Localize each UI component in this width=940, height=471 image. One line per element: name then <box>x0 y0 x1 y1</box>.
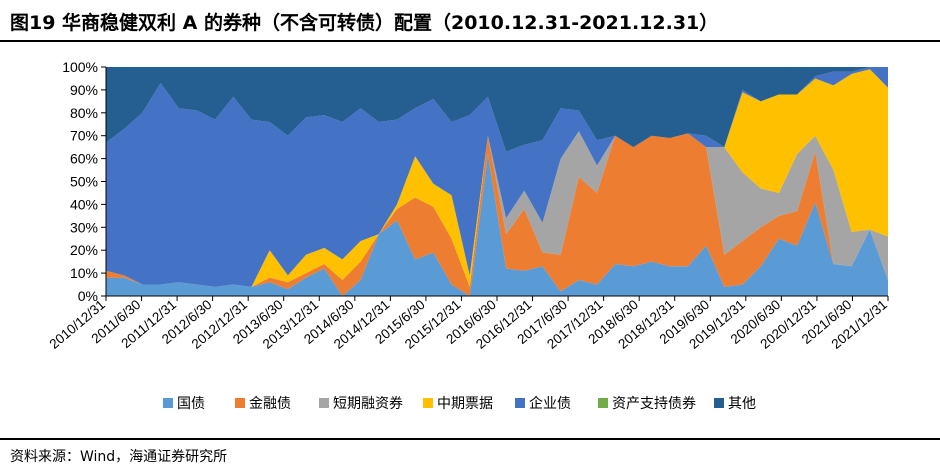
y-tick-label: 80% <box>70 105 98 121</box>
legend-swatch-3 <box>423 398 433 408</box>
title-bar: 图19 华商稳健双利 A 的券种（不含可转债）配置（2010.12.31-202… <box>0 0 940 40</box>
legend-label-0: 国债 <box>177 396 205 412</box>
chart-title: 图19 华商稳健双利 A 的券种（不含可转债）配置（2010.12.31-202… <box>10 12 719 34</box>
y-tick-label: 100% <box>62 59 98 75</box>
y-tick-label: 90% <box>70 82 98 98</box>
legend-swatch-1 <box>235 398 245 408</box>
y-tick-label: 20% <box>70 242 98 258</box>
y-tick-label: 40% <box>70 196 98 212</box>
legend-label-2: 短期融资券 <box>333 396 403 412</box>
legend-swatch-4 <box>515 398 525 408</box>
legend-swatch-0 <box>163 398 173 408</box>
legend-swatch-6 <box>714 398 724 408</box>
plot-areas <box>106 67 888 296</box>
stacked-area-chart: 0%10%20%30%40%50%60%70%80%90%100%2010/12… <box>47 59 890 412</box>
legend-label-3: 中期票据 <box>437 396 493 412</box>
area-series-3 <box>106 69 888 287</box>
area-series-6 <box>106 67 888 152</box>
y-tick-label: 70% <box>70 128 98 144</box>
area-series-2 <box>106 131 888 287</box>
bottom-rule <box>0 438 940 440</box>
y-tick-label: 10% <box>70 265 98 281</box>
source-note: 资料来源：Wind，海通证券研究所 <box>10 449 228 465</box>
legend-swatch-5 <box>598 398 608 408</box>
legend-label-6: 其他 <box>728 396 756 412</box>
y-tick-label: 50% <box>70 174 98 190</box>
top-rule <box>0 40 940 42</box>
legend-label-4: 企业债 <box>529 395 571 412</box>
legend: 国债 金融债 短期融资券 中期票据 企业债 资产支持债券 其他 <box>163 395 756 412</box>
area-series-0 <box>106 154 888 296</box>
y-tick-label: 0% <box>78 288 98 304</box>
y-tick-label: 60% <box>70 151 98 167</box>
legend-label-5: 资产支持债券 <box>612 396 696 412</box>
area-series-4 <box>106 67 888 287</box>
area-series-1 <box>106 133 888 296</box>
legend-swatch-2 <box>319 398 329 408</box>
y-tick-label: 30% <box>70 219 98 235</box>
legend-label-1: 金融债 <box>249 396 291 412</box>
